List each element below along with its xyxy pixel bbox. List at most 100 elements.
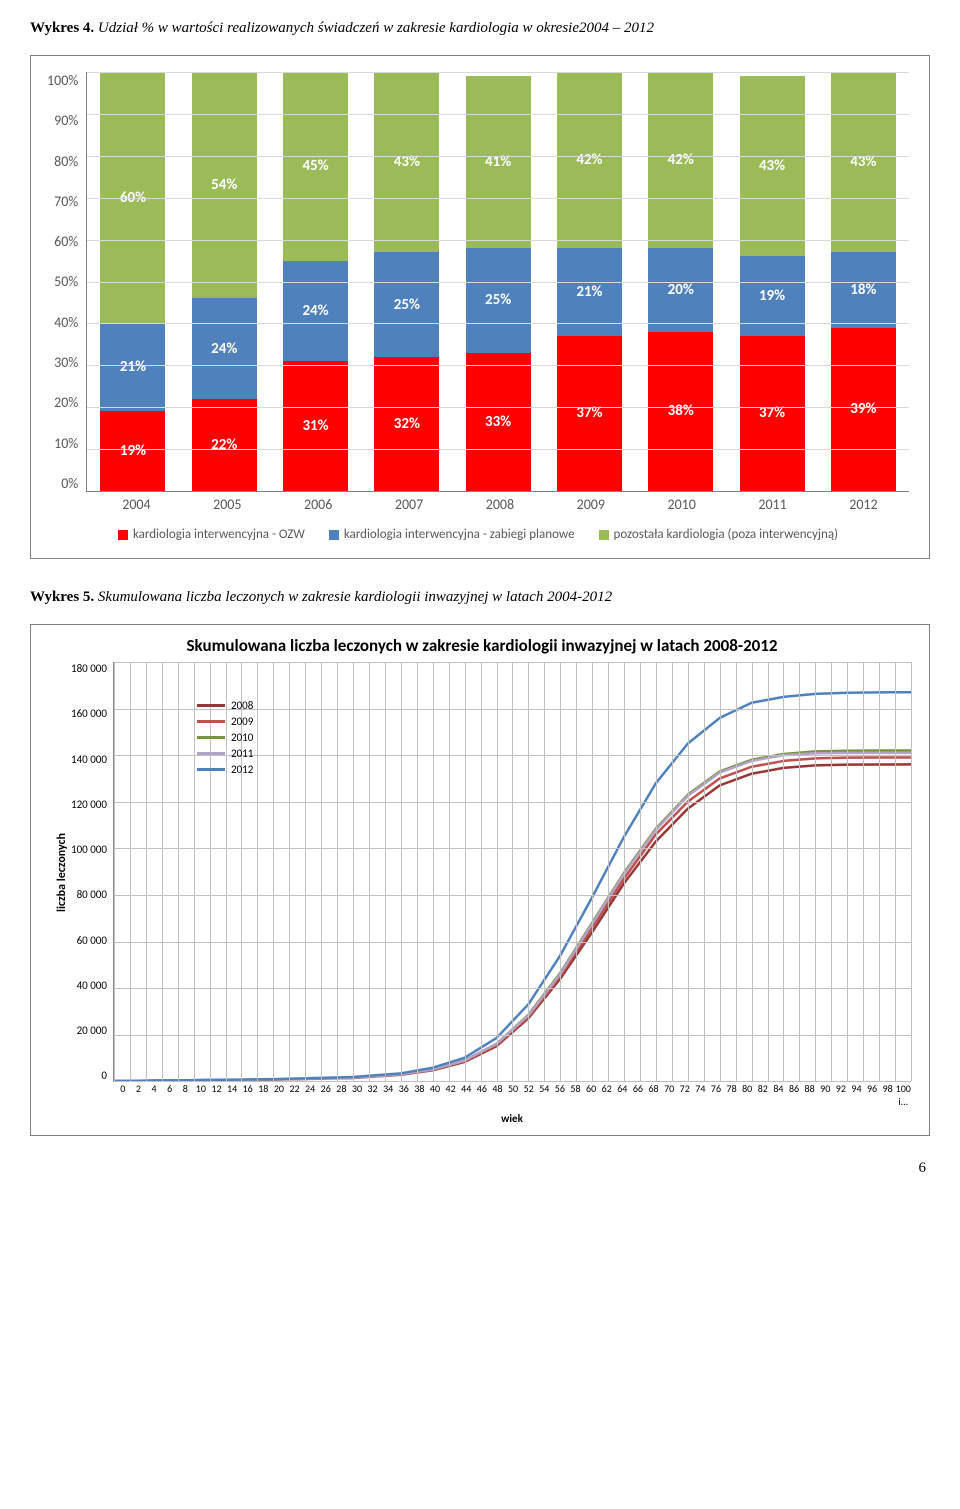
chart2-legend-item: 2008: [197, 699, 253, 712]
chart2-xtick: 48: [490, 1082, 506, 1108]
chart1-gridline: [87, 282, 909, 283]
chart2-xtick: 72: [677, 1082, 693, 1108]
chart2-y-axis: 180 000160 000140 000120 000100 00080 00…: [71, 662, 113, 1082]
chart1-segment: 21%: [100, 323, 165, 411]
chart2-xtick: 84: [771, 1082, 787, 1108]
chart2-gridline-v: [114, 662, 115, 1081]
chart1-gridline: [87, 198, 909, 199]
chart2-ytick: 160 000: [71, 707, 107, 720]
chart1-segment: 43%: [740, 76, 805, 256]
chart2-gridline-v: [353, 662, 354, 1081]
caption-text: Udział % w wartości realizowanych świadc…: [98, 20, 654, 36]
chart2-gridline-v: [704, 662, 705, 1081]
chart2-xtick: 18: [255, 1082, 271, 1108]
chart2-gridline-v: [640, 662, 641, 1081]
chart1-segment: 38%: [648, 332, 713, 491]
chart2-xtick: 60: [583, 1082, 599, 1108]
legend-line: [197, 752, 225, 755]
chart2-gridline-v: [863, 662, 864, 1081]
chart2-gridline-v: [257, 662, 258, 1081]
chart2-xtick: 32: [365, 1082, 381, 1108]
chart1-legend-item: kardiologia interwencyjna - zabiegi plan…: [329, 527, 575, 542]
chart2-xtick: 6: [162, 1082, 178, 1108]
chart2-legend-item: 2010: [197, 731, 253, 744]
chart2-gridline-v: [847, 662, 848, 1081]
chart2-xtick: 44: [458, 1082, 474, 1108]
chart1-xtick: 2012: [831, 496, 896, 513]
chart2-gridline-v: [879, 662, 880, 1081]
chart1-segment: 22%: [192, 399, 257, 491]
chart2-xtick: 38: [412, 1082, 428, 1108]
chart2-ytick: 0: [101, 1069, 107, 1082]
caption-label: Wykres 5.: [30, 589, 94, 605]
chart2-gridline-v: [736, 662, 737, 1081]
legend-swatch: [329, 530, 339, 540]
legend-label: 2009: [231, 715, 253, 728]
chart2-xtick: 92: [833, 1082, 849, 1108]
chart2-xtick: 82: [755, 1082, 771, 1108]
chart2-xtick: 80: [739, 1082, 755, 1108]
chart1-segment: 54%: [192, 72, 257, 298]
chart2-legend-item: 2012: [197, 763, 253, 776]
chart2-xtick: 30: [349, 1082, 365, 1108]
chart2-xtick: 40: [427, 1082, 443, 1108]
chart2-gridline-v: [481, 662, 482, 1081]
chart2-xtick: 88: [802, 1082, 818, 1108]
chart2-ytick: 120 000: [71, 798, 107, 811]
chart1-segment: 43%: [374, 72, 439, 252]
chart2-xtick: 22: [287, 1082, 303, 1108]
chart1-gridline: [87, 72, 909, 73]
chart1-xtick: 2010: [649, 496, 714, 513]
chart1-segment: 39%: [831, 328, 896, 491]
chart2-xtick: 58: [568, 1082, 584, 1108]
chart2-title: Skumulowana liczba leczonych w zakresie …: [53, 635, 911, 656]
legend-line: [197, 736, 225, 739]
chart2-xtick: 70: [661, 1082, 677, 1108]
chart2-gridline-v: [385, 662, 386, 1081]
chart2-gridline-v: [528, 662, 529, 1081]
chart2-gridline-v: [768, 662, 769, 1081]
stacked-bar-chart: 100%90%80%70%60%50%40%30%20%10%0% 60%21%…: [30, 55, 930, 559]
chart1-ytick: 0%: [61, 475, 78, 492]
chart1-legend-item: pozostała kardiologia (poza interwencyjn…: [599, 527, 839, 542]
chart2-x-label: wiek: [113, 1112, 911, 1125]
chart2-gridline-v: [162, 662, 163, 1081]
chart2-gridline-v: [130, 662, 131, 1081]
legend-swatch: [118, 530, 128, 540]
chart2-xtick: 42: [443, 1082, 459, 1108]
chart1-segment: 19%: [100, 411, 165, 491]
chart2-xtick: 98: [880, 1082, 896, 1108]
chart1-ytick: 30%: [54, 354, 78, 371]
chart2-xtick: 64: [615, 1082, 631, 1108]
chart2-xtick: 26: [318, 1082, 334, 1108]
chart2-xtick: 90: [817, 1082, 833, 1108]
legend-label: 2012: [231, 763, 253, 776]
chart2-gridline-v: [369, 662, 370, 1081]
chart1-segment: 43%: [831, 72, 896, 252]
chart2-gridline-v: [624, 662, 625, 1081]
chart2-xtick: 66: [630, 1082, 646, 1108]
chart2-xtick: 24: [302, 1082, 318, 1108]
chart2-gridline-v: [497, 662, 498, 1081]
chart2-xtick: 16: [240, 1082, 256, 1108]
chart1-segment: 45%: [283, 72, 348, 261]
chart1-x-axis: 200420052006200720082009201020112012: [91, 492, 909, 513]
chart2-gridline-v: [911, 662, 912, 1081]
chart2-xtick: 56: [552, 1082, 568, 1108]
chart1-segment: 37%: [740, 336, 805, 491]
chart1-xtick: 2007: [377, 496, 442, 513]
chart2-xtick: 76: [708, 1082, 724, 1108]
chart1-xtick: 2008: [467, 496, 532, 513]
chart2-gridline-v: [449, 662, 450, 1081]
chart1-ytick: 50%: [54, 273, 78, 290]
chart2-gridline-v: [592, 662, 593, 1081]
chart2-xtick: 2: [131, 1082, 147, 1108]
chart2-ytick: 100 000: [71, 843, 107, 856]
legend-label: pozostała kardiologia (poza interwencyjn…: [614, 527, 839, 542]
chart2-xtick: 4: [146, 1082, 162, 1108]
chart2-gridline-v: [576, 662, 577, 1081]
chart2-gridline-v: [321, 662, 322, 1081]
chart2-gridline-v: [401, 662, 402, 1081]
chart2-ytick: 80 000: [77, 888, 107, 901]
chart2-xtick: 28: [334, 1082, 350, 1108]
